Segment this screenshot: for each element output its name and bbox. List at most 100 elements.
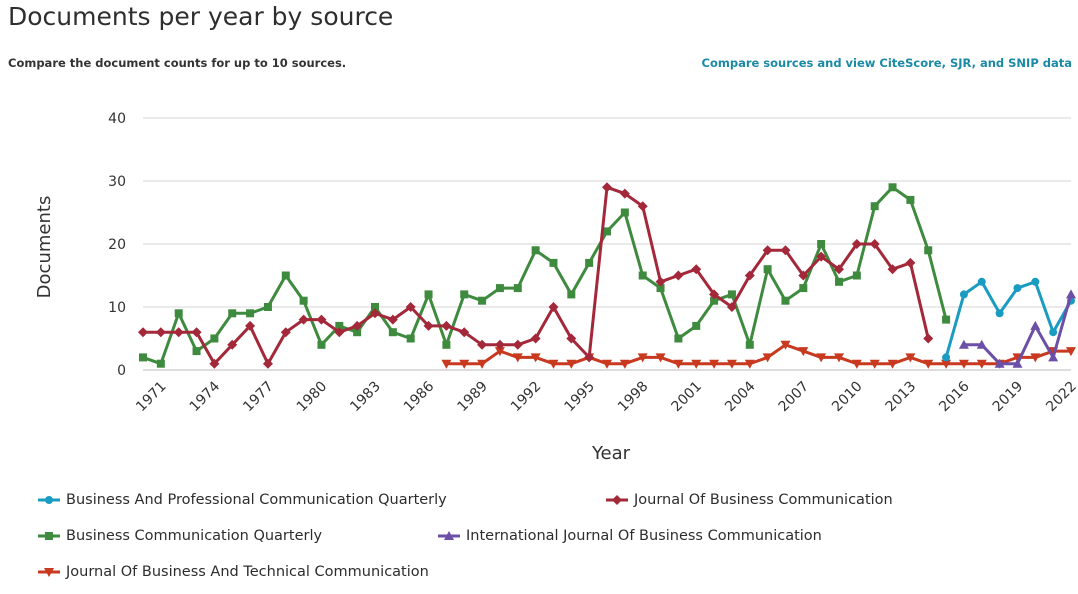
data-point[interactable] xyxy=(888,183,897,192)
data-point[interactable] xyxy=(138,327,148,338)
data-point[interactable] xyxy=(994,358,1005,368)
data-point[interactable] xyxy=(958,339,969,349)
data-point[interactable] xyxy=(494,347,505,357)
data-point[interactable] xyxy=(478,296,487,305)
data-point[interactable] xyxy=(744,359,755,369)
data-point[interactable] xyxy=(567,290,576,299)
data-point[interactable] xyxy=(317,340,326,349)
data-point[interactable] xyxy=(835,277,843,286)
data-point[interactable] xyxy=(155,327,166,338)
data-point[interactable] xyxy=(316,314,327,325)
data-point[interactable] xyxy=(477,339,488,350)
data-point[interactable] xyxy=(584,352,595,363)
data-point[interactable] xyxy=(512,339,523,350)
data-point[interactable] xyxy=(798,270,809,281)
data-point[interactable] xyxy=(1049,328,1058,337)
data-point[interactable] xyxy=(958,359,969,369)
data-point[interactable] xyxy=(637,201,648,212)
data-point[interactable] xyxy=(673,359,684,369)
data-point[interactable] xyxy=(246,309,255,318)
data-point[interactable] xyxy=(1030,353,1041,363)
legend-item[interactable]: Journal Of Business And Technical Commun… xyxy=(38,564,429,580)
data-point[interactable] xyxy=(941,359,952,369)
data-point[interactable] xyxy=(441,320,452,331)
data-point[interactable] xyxy=(531,246,540,255)
data-point[interactable] xyxy=(262,358,273,369)
data-point[interactable] xyxy=(334,327,345,338)
data-point[interactable] xyxy=(780,340,791,350)
data-point[interactable] xyxy=(744,270,755,281)
data-point[interactable] xyxy=(602,359,612,369)
data-point[interactable] xyxy=(139,353,147,362)
data-point[interactable] xyxy=(513,284,522,293)
legend-item[interactable]: International Journal Of Business Commun… xyxy=(438,528,822,544)
data-point[interactable] xyxy=(905,257,916,268)
data-point[interactable] xyxy=(799,284,808,293)
data-point[interactable] xyxy=(423,320,434,331)
data-point[interactable] xyxy=(959,290,968,299)
data-point[interactable] xyxy=(405,302,416,312)
data-point[interactable] xyxy=(1031,277,1040,286)
data-point[interactable] xyxy=(494,339,505,350)
data-point[interactable] xyxy=(727,290,736,299)
data-point[interactable] xyxy=(210,334,219,343)
data-point[interactable] xyxy=(566,359,577,369)
data-point[interactable] xyxy=(1030,320,1041,330)
data-point[interactable] xyxy=(174,309,183,318)
data-point[interactable] xyxy=(191,327,202,338)
data-point[interactable] xyxy=(459,327,470,338)
data-point[interactable] xyxy=(548,359,559,369)
data-point[interactable] xyxy=(762,353,773,363)
data-point[interactable] xyxy=(638,271,647,280)
data-point[interactable] xyxy=(709,359,720,369)
data-point[interactable] xyxy=(263,303,272,311)
data-point[interactable] xyxy=(834,264,844,275)
data-point[interactable] xyxy=(655,353,666,363)
data-point[interactable] xyxy=(726,359,737,369)
data-point[interactable] xyxy=(817,240,826,248)
data-point[interactable] xyxy=(619,188,630,199)
data-point[interactable] xyxy=(352,320,363,331)
data-point[interactable] xyxy=(851,359,862,369)
data-point[interactable] xyxy=(192,347,201,356)
data-point[interactable] xyxy=(924,246,933,255)
data-point[interactable] xyxy=(620,208,629,217)
data-point[interactable] xyxy=(656,284,665,293)
data-point[interactable] xyxy=(780,245,791,256)
data-point[interactable] xyxy=(387,314,398,325)
data-point[interactable] xyxy=(585,258,594,267)
data-point[interactable] xyxy=(281,271,290,280)
data-point[interactable] xyxy=(1012,358,1023,368)
compare-sources-link[interactable]: Compare sources and view CiteScore, SJR,… xyxy=(701,56,1072,70)
data-point[interactable] xyxy=(906,195,915,204)
data-point[interactable] xyxy=(512,353,523,363)
data-point[interactable] xyxy=(976,339,987,349)
data-point[interactable] xyxy=(1013,284,1022,293)
data-point[interactable] xyxy=(834,353,844,363)
data-point[interactable] xyxy=(460,290,469,299)
data-point[interactable] xyxy=(619,359,630,369)
data-point[interactable] xyxy=(566,333,577,344)
data-point[interactable] xyxy=(548,302,559,312)
data-point[interactable] xyxy=(228,309,237,318)
data-point[interactable] xyxy=(424,290,433,299)
data-point[interactable] xyxy=(798,347,809,357)
data-point[interactable] xyxy=(353,328,362,337)
data-point[interactable] xyxy=(816,251,827,262)
data-point[interactable] xyxy=(691,264,702,275)
data-point[interactable] xyxy=(887,264,898,275)
data-point[interactable] xyxy=(762,245,773,256)
data-point[interactable] xyxy=(335,321,344,330)
data-point[interactable] xyxy=(745,340,754,349)
data-point[interactable] xyxy=(692,321,701,330)
data-point[interactable] xyxy=(763,265,772,274)
data-point[interactable] xyxy=(816,353,827,363)
data-point[interactable] xyxy=(995,309,1004,318)
data-point[interactable] xyxy=(298,314,309,325)
data-point[interactable] xyxy=(441,359,452,369)
legend-item[interactable]: Business Communication Quarterly xyxy=(38,528,322,544)
data-point[interactable] xyxy=(245,320,256,331)
data-point[interactable] xyxy=(869,239,880,249)
data-point[interactable] xyxy=(209,358,220,369)
data-point[interactable] xyxy=(710,296,719,305)
